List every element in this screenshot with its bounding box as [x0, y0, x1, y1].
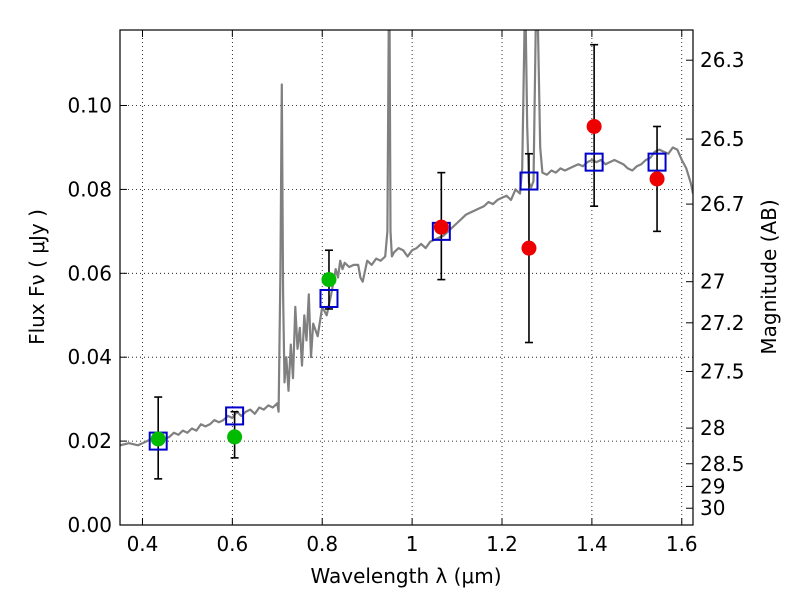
y-tick-label: 0.10	[67, 94, 112, 118]
magnitude-tick-label: 26.5	[700, 127, 745, 151]
model-photometry-square	[647, 152, 667, 172]
x-axis-label: Wavelength λ (μm)	[310, 564, 501, 588]
x-tick-label: 0.8	[306, 532, 338, 556]
model-photometry-square	[225, 406, 245, 426]
model-photometry-square	[584, 152, 604, 172]
tick-labels: 0.4 0.6 0.8 1 1.2 1.4 1.6 0.00 0.02 0.04 0.06 0.08 0…	[67, 48, 744, 556]
plot-frame	[119, 29, 694, 526]
y-tick-label: 0.08	[67, 177, 112, 201]
axis-ticks	[120, 30, 693, 526]
y-tick-label: 0.02	[67, 429, 112, 453]
nir-point	[586, 118, 602, 134]
x-tick-label: 1	[406, 532, 419, 556]
x-tick-label: 0.6	[216, 532, 248, 556]
magnitude-tick-label: 28	[700, 416, 725, 440]
optical-point	[150, 431, 166, 447]
magnitude-tick-label: 28.5	[700, 452, 745, 476]
magnitude-tick-label: 26.3	[700, 48, 745, 72]
magnitude-tick-label: 26.7	[700, 192, 745, 216]
x-tick-label: 1.6	[666, 532, 698, 556]
x-tick-label: 1.2	[486, 532, 518, 556]
model-photometry-square	[319, 288, 339, 308]
spectrum-layer	[120, 30, 693, 447]
y-tick-label: 0.06	[67, 261, 112, 285]
y-tick-label: 0.00	[67, 513, 112, 537]
optical-point	[227, 429, 243, 445]
x-tick-label: 0.4	[127, 532, 159, 556]
nir-point	[649, 171, 665, 187]
y-axis-label-left: Flux Fν ( μJy )	[25, 209, 49, 345]
magnitude-tick-label: 27	[700, 270, 725, 294]
x-tick-label: 1.4	[576, 532, 608, 556]
nir-point	[521, 240, 537, 256]
magnitude-tick-label: 27.2	[700, 311, 745, 335]
optical-point	[321, 272, 337, 288]
magnitude-tick-label: 27.5	[700, 359, 745, 383]
magnitude-tick-label: 29	[700, 474, 725, 498]
magnitude-tick-label: 30	[700, 496, 725, 520]
markers	[148, 118, 667, 451]
spectrum-line	[120, 30, 693, 447]
nir-point	[433, 219, 449, 235]
y-tick-label: 0.04	[67, 345, 112, 369]
y-axis-label-right: Magnitude (AB)	[757, 199, 781, 354]
model-photometry-square	[519, 171, 539, 191]
